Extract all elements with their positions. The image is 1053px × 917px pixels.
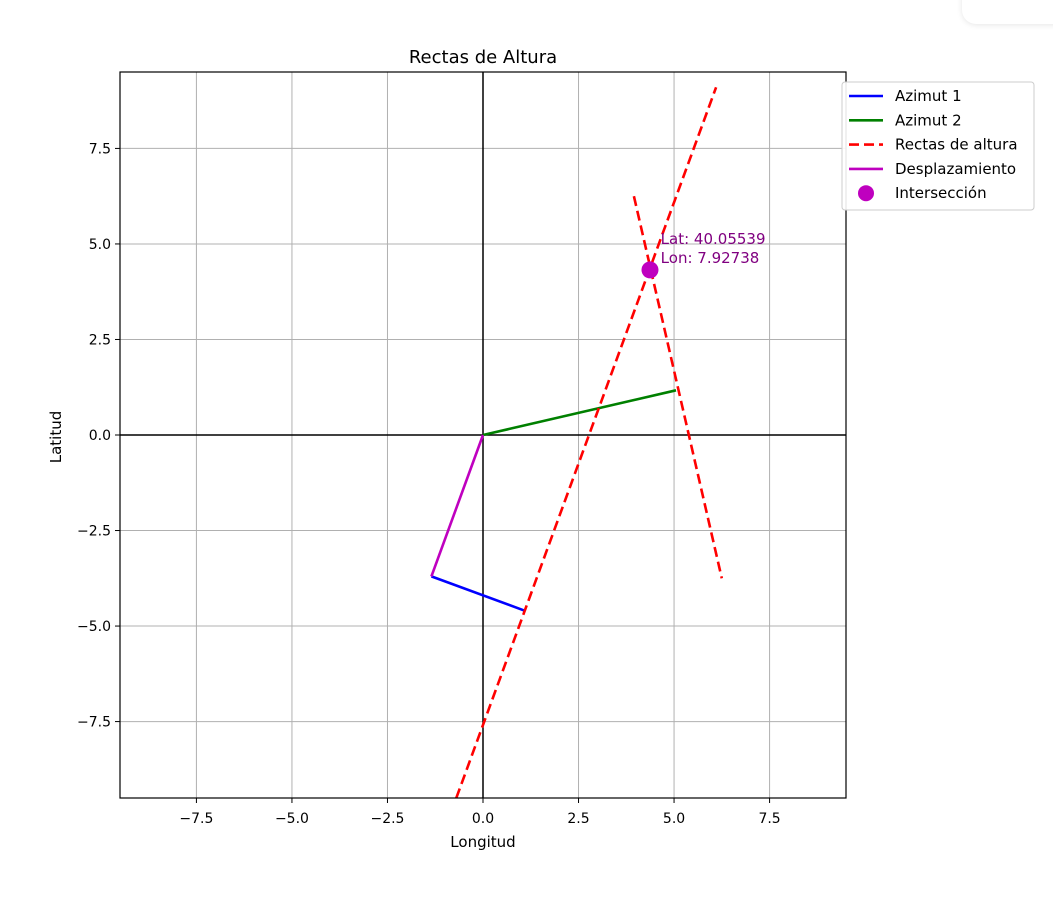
y-tick-label: −5.0 — [77, 619, 111, 635]
chart-title: Rectas de Altura — [409, 47, 557, 68]
tick-layer: −7.5 −5.0 −2.5 0.0 2.5 5.0 7.5 −7.5 −5.0 −2.5 0.0 2… — [77, 141, 781, 827]
x-tick-label: 5.0 — [663, 811, 685, 827]
y-tick-label: 5.0 — [89, 237, 111, 253]
legend-label: Rectas de altura — [895, 136, 1018, 154]
legend-items: Azimut 1 Azimut 2 Rectas de altura Desplaza… — [849, 87, 1018, 202]
legend-label: Azimut 1 — [895, 87, 962, 105]
x-tick-label: −5.0 — [275, 811, 309, 827]
series-line-azimut-2 — [482, 389, 677, 437]
legend-label: Desplazamiento — [895, 160, 1016, 178]
legend-box — [841, 81, 1035, 211]
corner-card — [962, 0, 1053, 24]
x-tick-label: −2.5 — [370, 811, 404, 827]
x-axis-label: Longitud — [450, 833, 515, 851]
x-tick-label: 7.5 — [758, 811, 780, 827]
y-tick-label: 0.0 — [89, 428, 111, 444]
legend-label: Azimut 2 — [895, 111, 962, 129]
series-line-azimut-1 — [430, 575, 526, 613]
series-line-rectas-de-altura-2 — [632, 195, 724, 579]
y-axis-label: Latitud — [47, 411, 65, 464]
legend-label: Intersección — [895, 184, 987, 202]
series-line-desplazamiento — [430, 434, 485, 577]
annotation-lon: Lon: 7.92738 — [661, 249, 760, 267]
intersection-point — [641, 261, 659, 279]
x-tick-label: 0.0 — [472, 811, 494, 827]
y-tick-label: 2.5 — [89, 332, 111, 348]
series-line-rectas-de-altura — [455, 86, 718, 798]
legend: Azimut 1 Azimut 2 Rectas de altura Desplaza… — [841, 81, 1035, 211]
x-tick-label: 2.5 — [567, 811, 589, 827]
y-tick-label: −7.5 — [77, 715, 111, 731]
x-tick-label: −7.5 — [179, 811, 213, 827]
legend-swatch-marker — [858, 185, 874, 202]
series-layer — [120, 72, 846, 798]
y-tick-label: −2.5 — [77, 524, 111, 540]
y-tick-label: 7.5 — [89, 141, 111, 157]
annotation-lat: Lat: 40.05539 — [661, 230, 766, 248]
